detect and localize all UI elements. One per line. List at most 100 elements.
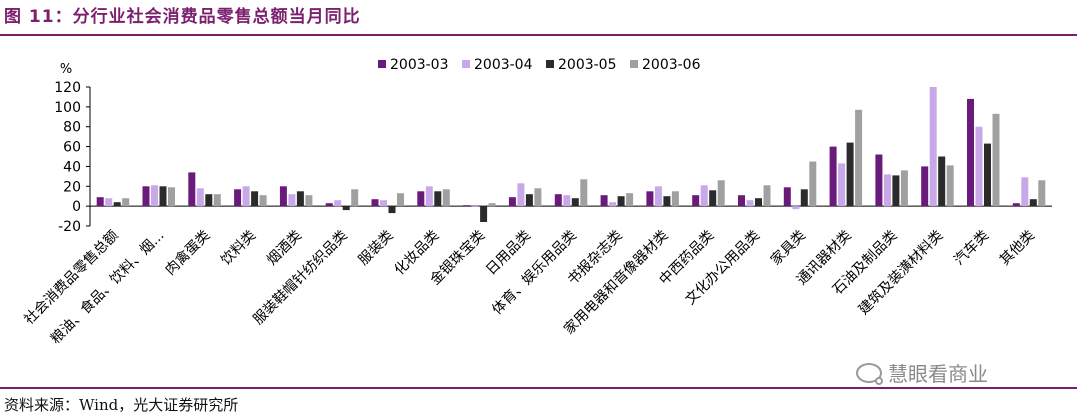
bar — [342, 206, 350, 211]
bar — [938, 156, 946, 207]
bar — [755, 198, 762, 207]
bar — [992, 113, 1000, 207]
bar — [305, 195, 313, 207]
bar — [626, 193, 634, 207]
bar — [617, 196, 625, 207]
bar — [463, 205, 471, 207]
y-tick-label: 100 — [54, 100, 81, 116]
y-tick-label: 40 — [63, 159, 81, 175]
bar — [892, 175, 900, 207]
bar — [1012, 203, 1020, 207]
y-tick-label: 80 — [63, 120, 81, 136]
chart-bars — [96, 87, 1046, 222]
bar — [975, 126, 983, 207]
legend-swatch — [630, 60, 638, 68]
bar — [580, 179, 588, 207]
bar — [609, 202, 617, 207]
legend-label: 2003-03 — [390, 57, 449, 73]
bar — [351, 189, 359, 207]
title-divider — [0, 34, 1077, 36]
bar — [800, 189, 808, 207]
bar-chart: -20 0 20 40 60 80 100 120% 社会消费品零售总额粮油、食品、饮料、烟.… — [21, 57, 1052, 347]
bar — [122, 198, 130, 207]
y-axis-unit: % — [60, 62, 72, 77]
bar — [259, 195, 267, 207]
bar — [1021, 177, 1029, 207]
bar — [334, 200, 342, 207]
watermark: 慧眼看商业 — [856, 358, 988, 387]
bar — [763, 185, 771, 207]
bar — [480, 206, 488, 222]
bar — [517, 183, 525, 207]
category-label: 其他类 — [997, 228, 1038, 269]
y-tick-label: -20 — [58, 219, 81, 235]
bar — [738, 195, 745, 207]
bar — [700, 185, 708, 207]
bar — [946, 165, 954, 207]
bar — [809, 161, 817, 207]
legend-swatch — [378, 60, 386, 68]
bar — [984, 143, 991, 207]
legend-swatch — [462, 60, 470, 68]
bar — [929, 87, 937, 207]
y-tick-label: 20 — [63, 179, 81, 195]
category-label: 烟酒类 — [264, 228, 305, 269]
bar — [525, 194, 533, 207]
bar — [296, 191, 304, 207]
bar — [471, 206, 479, 207]
bar — [838, 163, 846, 207]
bar — [967, 98, 974, 207]
bar — [488, 203, 496, 207]
bar — [554, 194, 562, 207]
bar — [242, 186, 250, 207]
bar — [671, 191, 679, 207]
category-label: 肉禽蛋类 — [162, 227, 214, 279]
bar — [883, 174, 891, 207]
bar — [508, 197, 516, 207]
bar — [921, 166, 929, 207]
bar — [855, 109, 863, 207]
category-label: 饮料类 — [218, 228, 259, 269]
bar — [213, 194, 221, 207]
chart-axes: -20 0 20 40 60 80 100 120% — [54, 62, 1052, 235]
bar — [159, 186, 167, 207]
watermark-text: 慧眼看商业 — [888, 362, 988, 386]
bar — [96, 197, 104, 207]
bar — [900, 170, 908, 207]
bar — [105, 198, 113, 207]
footer-divider — [0, 387, 1077, 389]
bar — [600, 195, 608, 207]
bar — [188, 172, 196, 207]
bar — [692, 195, 700, 207]
bar — [151, 185, 158, 207]
bar — [371, 199, 379, 207]
bar — [783, 187, 791, 207]
bar — [388, 206, 396, 214]
category-label: 建筑及装潢材料类 — [856, 228, 947, 319]
y-tick-label: 0 — [72, 199, 81, 215]
bar — [746, 200, 754, 207]
bar — [717, 180, 725, 207]
legend-label: 2003-06 — [642, 57, 701, 73]
bar — [709, 190, 717, 207]
bar — [846, 142, 854, 207]
chart-legend: 2003-03 2003-04 2003-05 2003-06 — [378, 57, 701, 73]
bar — [113, 202, 121, 207]
wechat-icon — [856, 362, 883, 385]
y-tick-label: 120 — [54, 80, 81, 96]
bar — [434, 191, 442, 207]
bar — [288, 194, 296, 207]
bar — [646, 191, 654, 207]
bar — [279, 186, 287, 207]
bar — [829, 146, 837, 207]
y-tick-label: 60 — [63, 140, 81, 156]
legend-label: 2003-04 — [474, 57, 533, 73]
bar — [425, 186, 433, 207]
figure-title: 图 11：分行业社会消费品零售总额当月同比 — [4, 7, 361, 27]
legend-label: 2003-05 — [558, 57, 617, 73]
bar — [875, 154, 883, 207]
bar — [563, 195, 571, 207]
bar — [1038, 180, 1046, 207]
category-label: 汽车类 — [950, 227, 992, 269]
